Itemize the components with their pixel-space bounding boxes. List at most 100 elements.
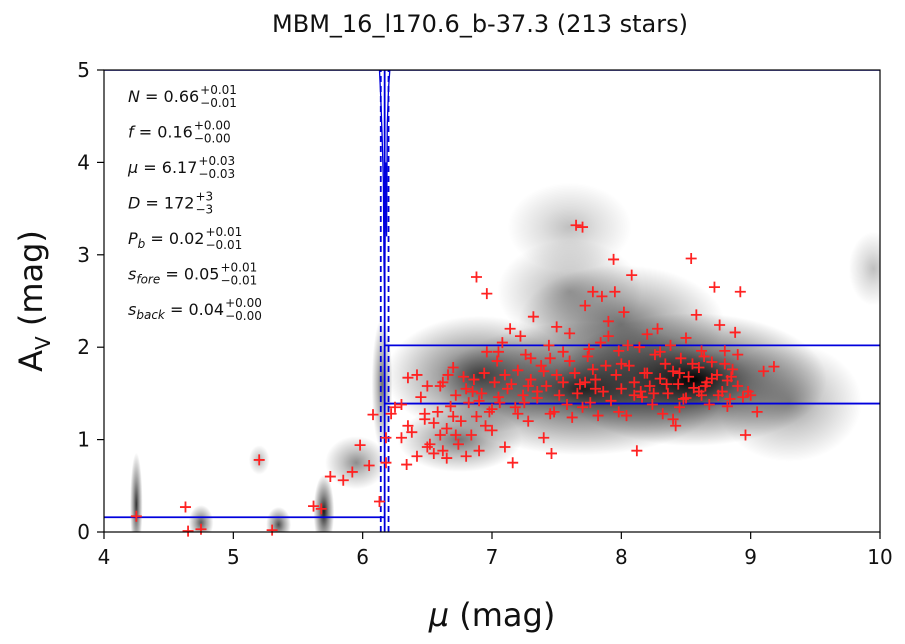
star-marker	[589, 374, 601, 386]
star-marker	[636, 391, 648, 403]
fit-annotation-value: = 172	[140, 194, 194, 213]
star-marker	[455, 415, 467, 427]
star-marker	[628, 389, 640, 401]
star-marker	[492, 391, 504, 403]
star-marker	[476, 387, 488, 399]
star-marker	[481, 346, 493, 358]
fit-annotation-lower-error: −0.00	[194, 132, 231, 146]
star-marker	[395, 398, 407, 410]
x-axis: 4 5 6 7 8 9 10	[98, 532, 893, 569]
star-marker	[732, 349, 744, 361]
density-blob	[313, 474, 335, 532]
star-marker	[566, 411, 578, 423]
fit-annotation-upper-error: +0.00	[194, 119, 231, 133]
star-marker	[434, 429, 446, 441]
star-marker	[195, 523, 207, 535]
star-marker	[626, 269, 638, 281]
star-marker	[324, 471, 336, 483]
star-marker	[337, 474, 349, 486]
star-marker	[661, 378, 673, 390]
star-marker	[571, 387, 583, 399]
star-marker	[470, 271, 482, 283]
star-marker	[592, 410, 604, 422]
star-marker	[685, 252, 697, 264]
star-marker	[373, 496, 385, 508]
x-tick-label: 9	[744, 545, 757, 569]
star-marker	[725, 371, 737, 383]
star-marker	[657, 408, 669, 420]
star-marker	[389, 401, 401, 413]
star-marker	[494, 397, 506, 409]
star-marker	[518, 397, 530, 409]
star-marker	[667, 365, 679, 377]
fit-annotation-symbol: s	[128, 265, 136, 284]
star-marker	[480, 420, 492, 432]
star-marker	[507, 457, 519, 469]
x-tick-label: 10	[867, 545, 892, 569]
density-blob	[188, 505, 214, 532]
star-marker	[613, 345, 625, 357]
y-axis-label-sub: V	[31, 336, 55, 350]
star-marker	[421, 380, 433, 392]
y-tick-label: 0	[77, 520, 90, 544]
star-marker	[623, 360, 635, 372]
star-marker	[584, 397, 596, 409]
density-blob	[371, 317, 393, 451]
fit-annotation-lower-error: −3	[195, 203, 213, 217]
star-marker	[467, 386, 479, 398]
star-marker	[667, 413, 679, 425]
y-tick-label: 3	[77, 243, 90, 267]
star-marker	[385, 408, 397, 420]
star-marker	[514, 330, 526, 342]
star-marker	[628, 376, 640, 388]
star-marker	[635, 386, 647, 398]
star-marker	[587, 363, 599, 375]
star-marker	[680, 392, 692, 404]
star-marker	[525, 352, 537, 364]
fit-annotation-lower-error: −0.01	[200, 96, 237, 110]
fit-annotation-symbol: f	[128, 123, 136, 142]
star-marker	[732, 380, 744, 392]
y-axis: 0 1 2 3 4 5	[77, 58, 104, 544]
star-marker	[402, 420, 414, 432]
star-marker	[473, 445, 485, 457]
star-marker	[659, 358, 671, 370]
star-marker	[631, 445, 643, 457]
star-marker	[442, 369, 454, 381]
star-marker	[499, 441, 511, 453]
x-tick-label: 4	[98, 545, 111, 569]
density-blob	[325, 436, 388, 490]
fit-annotation-value: = 0.16	[134, 123, 193, 142]
star-marker	[363, 459, 375, 471]
star-marker	[354, 439, 366, 451]
star-marker	[596, 290, 608, 302]
star-marker	[577, 221, 589, 233]
star-marker	[395, 432, 407, 444]
star-marker	[602, 315, 614, 327]
fit-annotation-symbol: μ	[127, 158, 138, 177]
star-marker	[564, 355, 576, 367]
star-marker	[605, 395, 617, 407]
star-marker	[569, 367, 581, 379]
y-axis-label: AV (mag)	[12, 230, 55, 372]
fit-annotation-lower-error: −0.01	[205, 238, 242, 252]
star-marker	[419, 408, 431, 420]
star-marker	[574, 378, 586, 390]
star-marker	[367, 409, 379, 421]
star-marker	[437, 445, 449, 457]
star-marker	[721, 400, 733, 412]
star-marker	[675, 352, 687, 364]
fit-annotation-value: = 0.02	[145, 229, 204, 248]
y-tick-label: 5	[77, 58, 90, 82]
distance-posterior-curve	[378, 70, 391, 292]
star-marker	[504, 323, 516, 335]
star-marker	[644, 380, 656, 392]
star-marker	[662, 387, 674, 399]
star-marker	[496, 337, 508, 349]
density-blob	[397, 407, 522, 473]
star-marker	[545, 447, 557, 459]
star-marker	[654, 346, 666, 358]
star-marker	[600, 360, 612, 372]
star-marker	[737, 391, 749, 403]
star-marker	[712, 389, 724, 401]
